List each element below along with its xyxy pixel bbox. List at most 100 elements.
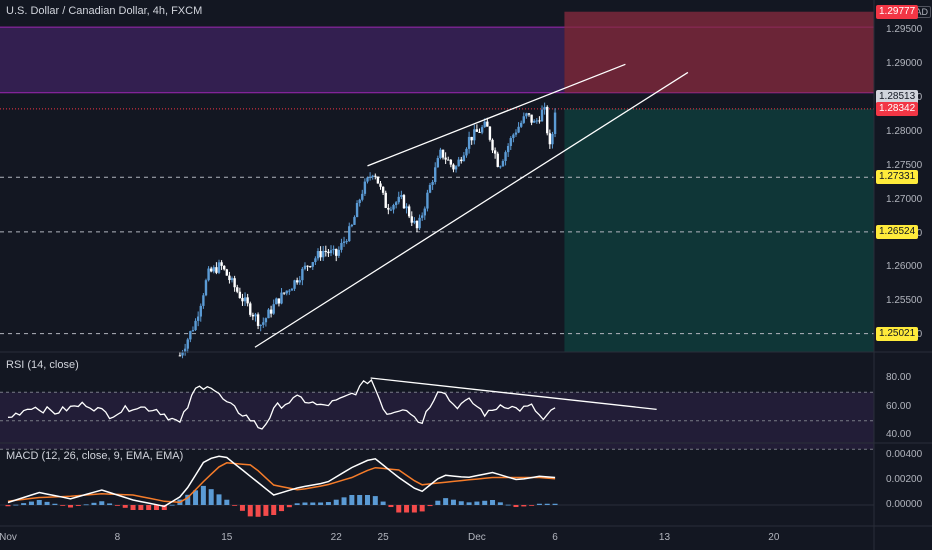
candle-body (394, 202, 398, 205)
macd-hist-bar (349, 495, 355, 505)
candle-body (501, 161, 505, 167)
candle-body (324, 250, 328, 252)
candle-body (480, 127, 484, 133)
candle-body (418, 217, 421, 229)
candle-body (392, 204, 395, 210)
macd-hist-bar (490, 500, 496, 505)
candle-body (202, 295, 205, 306)
candle-body (319, 251, 322, 258)
candle-body (335, 248, 338, 256)
candle-body (181, 352, 184, 356)
candle-body (441, 149, 445, 158)
macd-hist-bar (200, 485, 206, 505)
price-tag-yellow: 1.26524 (876, 224, 919, 239)
candle-body (506, 145, 510, 153)
candle-body (465, 148, 468, 156)
macd-hist-bar (36, 500, 42, 505)
candle-body (426, 192, 429, 209)
macd-hist-bar (435, 500, 441, 505)
candle-body (374, 175, 377, 177)
candle-body (460, 159, 463, 162)
macd-hist-bar (372, 496, 378, 505)
macd-hist-bar (75, 505, 81, 506)
macd-hist-bar (388, 505, 394, 508)
time-tick-label[interactable]: 20 (768, 532, 780, 543)
time-tick-label[interactable]: 22 (330, 532, 342, 543)
candle-body (543, 106, 546, 110)
macd-hist-bar (513, 505, 519, 508)
candle-body (280, 292, 283, 304)
candle-body (361, 193, 364, 200)
macd-hist-bar (482, 500, 488, 505)
candle-body (348, 226, 351, 242)
candle-body (254, 314, 257, 317)
price-tag-yellow: 1.27331 (876, 170, 919, 185)
macd-tick-label: 0.00000 (886, 499, 923, 510)
candle-body (533, 120, 536, 123)
candle-body (478, 131, 481, 133)
macd-hist-bar (146, 505, 152, 510)
candle-body (209, 268, 213, 272)
price-tag-red: 1.29777 (876, 4, 919, 19)
macd-hist-bar (552, 503, 558, 505)
macd-hist-bar (419, 505, 425, 512)
candle-body (519, 122, 523, 127)
candle-body (329, 250, 333, 254)
rsi-tick-label: 80.00 (886, 372, 912, 383)
candle-body (509, 138, 512, 146)
candle-body (366, 177, 369, 182)
candle-body (314, 258, 317, 263)
macd-hist-bar (232, 505, 238, 506)
macd-hist-bar (341, 497, 347, 505)
time-tick-label[interactable]: 15 (221, 532, 233, 543)
time-tick-label[interactable]: 13 (658, 532, 671, 543)
macd-hist-bar (44, 501, 50, 505)
macd-hist-bar (271, 505, 277, 515)
candle-body (207, 268, 210, 281)
macd-hist-bar (99, 501, 105, 505)
candle-body (410, 216, 413, 223)
candle-body (431, 181, 434, 185)
candle-body (439, 149, 442, 159)
candle-body (332, 248, 335, 251)
rsi-title: RSI (14, close) (6, 359, 79, 371)
macd-tick-label: 0.00200 (886, 474, 923, 485)
candle-body (259, 324, 262, 326)
macd-layer (0, 455, 874, 517)
time-tick-label[interactable]: Dec (467, 532, 486, 543)
rsi-divergence-line (370, 377, 657, 410)
time-tick-label[interactable]: 6 (552, 532, 558, 543)
time-tick-label[interactable]: 8 (114, 532, 121, 543)
trendlines-layer (254, 63, 689, 348)
macd-hist-bar (247, 505, 253, 517)
time-tick-label[interactable]: 25 (377, 532, 389, 543)
chart-title: U.S. Dollar / Canadian Dollar, 4h, FXCM (6, 5, 203, 17)
macd-hist-bar (286, 505, 292, 508)
candle-body (183, 348, 187, 353)
candle-body (381, 186, 385, 193)
macd-hist-bar (130, 505, 136, 510)
price-tick-label: 1.26000 (886, 261, 923, 273)
candle-body (285, 290, 288, 294)
macd-hist-bar (28, 501, 34, 505)
price-tick-label: 1.27500 (886, 159, 923, 171)
time-tick-label[interactable]: Nov (0, 532, 17, 543)
macd-hist-bar (208, 489, 214, 505)
macd-hist-bar (411, 505, 417, 513)
candle-body (447, 159, 450, 161)
candle-body (413, 220, 416, 223)
candle-body (467, 136, 471, 149)
price-tick-label: 1.29000 (886, 58, 923, 70)
candle-body (228, 275, 231, 281)
candle-body (298, 280, 301, 283)
price-tag-red: 1.28342 (876, 101, 919, 116)
candle-body (535, 120, 539, 122)
candle-body (397, 196, 400, 203)
candle-body (548, 133, 552, 145)
macd-hist-bar (357, 495, 363, 505)
candle-body (243, 297, 247, 302)
candle-body (407, 206, 411, 217)
candle-body (488, 126, 492, 140)
rsi-line (7, 378, 556, 430)
